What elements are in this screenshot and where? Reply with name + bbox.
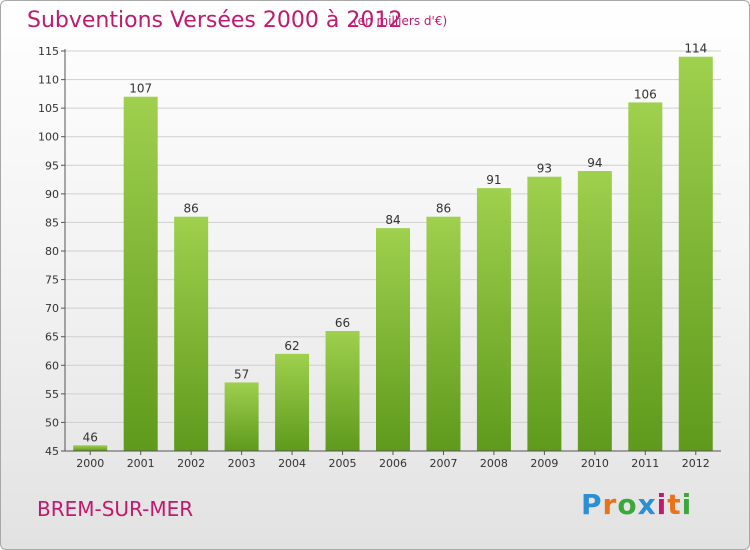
y-tick-label: 45: [45, 445, 59, 458]
x-tick-label: 2003: [228, 457, 256, 470]
logo-letter: o: [617, 488, 638, 521]
y-tick-label: 115: [38, 45, 59, 58]
x-tick-label: 2001: [127, 457, 155, 470]
x-tick-label: 2000: [76, 457, 104, 470]
bar: [476, 188, 511, 451]
y-tick-label: 60: [45, 359, 59, 372]
x-tick-label: 2005: [329, 457, 357, 470]
x-tick-label: 2011: [631, 457, 659, 470]
data-label: 106: [634, 87, 657, 101]
data-label: 57: [234, 367, 249, 381]
y-tick-label: 100: [38, 131, 59, 144]
x-tick-label: 2009: [530, 457, 558, 470]
x-tick-label: 2007: [429, 457, 457, 470]
bar: [628, 102, 663, 451]
y-tick-label: 90: [45, 188, 59, 201]
y-tick-label: 70: [45, 302, 59, 315]
y-tick-label: 85: [45, 216, 59, 229]
bar: [224, 382, 259, 451]
y-tick-label: 50: [45, 416, 59, 429]
x-tick-label: 2006: [379, 457, 407, 470]
chart-subtitle: (en milliers d'€): [353, 14, 448, 28]
bar: [123, 96, 158, 451]
bar: [275, 353, 310, 451]
x-tick-label: 2004: [278, 457, 306, 470]
bar: [376, 228, 410, 451]
logo-letter: i: [656, 488, 668, 521]
bar: [527, 176, 562, 451]
logo-letter: t: [667, 488, 682, 521]
data-label: 62: [284, 339, 299, 353]
bar: [73, 445, 108, 451]
logo-letter: r: [602, 488, 618, 521]
bar: [426, 216, 461, 451]
proxiti-logo: Proxiti: [581, 488, 692, 521]
data-label: 86: [184, 202, 199, 216]
data-label: 91: [486, 173, 501, 187]
y-tick-label: 105: [38, 102, 59, 115]
data-label: 86: [436, 202, 451, 216]
logo-letter: x: [637, 488, 657, 521]
x-tick-label: 2010: [581, 457, 609, 470]
logo-letter: P: [581, 488, 603, 521]
logo-letter: i: [681, 488, 693, 521]
y-tick-label: 65: [45, 331, 59, 344]
commune-name: BREM-SUR-MER: [37, 497, 194, 521]
bar: [678, 56, 713, 451]
y-tick-label: 110: [38, 74, 59, 87]
y-tick-label: 55: [45, 388, 59, 401]
bar: [174, 216, 209, 451]
data-label: 114: [684, 42, 707, 56]
x-tick-label: 2012: [682, 457, 710, 470]
x-tick-label: 2002: [177, 457, 205, 470]
chart-title: Subventions Versées 2000 à 2012: [27, 8, 403, 33]
data-label: 66: [335, 316, 350, 330]
y-tick-label: 75: [45, 274, 59, 287]
data-label: 84: [385, 213, 400, 227]
y-tick-label: 80: [45, 245, 59, 258]
x-tick-label: 2008: [480, 457, 508, 470]
data-label: 93: [537, 162, 552, 176]
axes: 45 50 55 60 65 70 75 80 85 90 95 100 105 110 115 2000 20…: [38, 45, 721, 470]
bar: [577, 171, 612, 451]
data-label: 94: [587, 156, 602, 170]
bar: [325, 331, 360, 451]
data-label: 107: [129, 82, 152, 96]
bars: 46 107 86 57 62 66 84 86 91 93 94 106 114: [73, 42, 713, 451]
data-label: 46: [83, 430, 98, 444]
y-tick-label: 95: [45, 159, 59, 172]
